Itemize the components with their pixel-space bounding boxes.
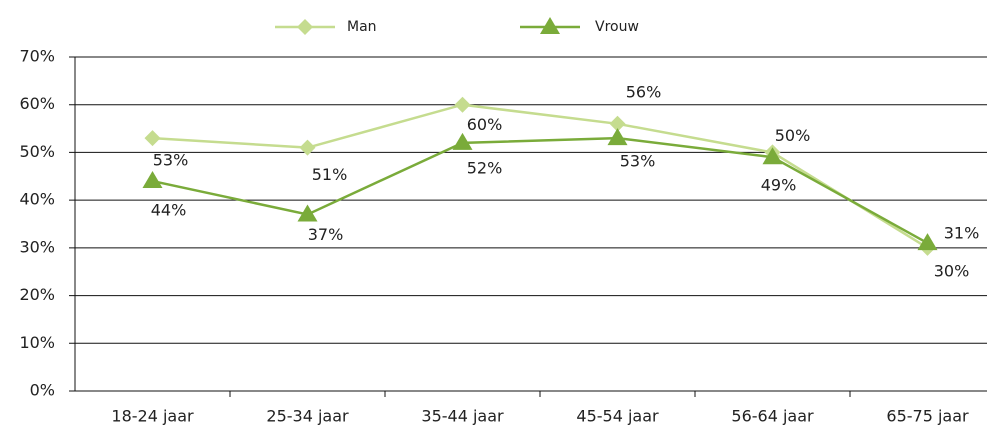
x-tick-label: 18-24 jaar <box>111 407 194 426</box>
y-tick-label: 50% <box>19 142 55 161</box>
marker <box>144 130 161 147</box>
y-tick-label: 70% <box>19 47 55 66</box>
data-label: 56% <box>626 82 662 101</box>
data-label: 53% <box>620 152 656 171</box>
legend-label: Vrouw <box>595 19 639 35</box>
marker <box>540 17 560 34</box>
legend-label: Man <box>347 19 377 35</box>
x-tick-label: 56-64 jaar <box>731 407 814 426</box>
data-label: 49% <box>761 176 797 195</box>
data-label: 53% <box>153 151 189 170</box>
series-line <box>152 103 929 249</box>
marker <box>607 128 628 146</box>
y-tick-label: 40% <box>19 190 55 209</box>
y-tick-label: 30% <box>19 237 55 256</box>
marker <box>762 147 783 165</box>
x-tick-label: 45-54 jaar <box>576 407 659 426</box>
marker <box>609 115 626 132</box>
marker <box>142 171 163 189</box>
data-label: 51% <box>312 165 348 184</box>
marker <box>297 204 318 222</box>
data-label: 60% <box>467 115 503 134</box>
y-tick-label: 0% <box>30 381 55 400</box>
marker <box>454 96 471 113</box>
series-line <box>152 136 929 245</box>
y-tick-label: 10% <box>19 333 55 352</box>
marker <box>299 139 316 156</box>
x-tick-label: 25-34 jaar <box>266 407 349 426</box>
marker <box>917 233 938 251</box>
data-label: 44% <box>151 201 187 220</box>
x-tick-label: 65-75 jaar <box>886 407 969 426</box>
marker <box>452 132 473 150</box>
data-label: 52% <box>467 158 503 177</box>
data-label: 31% <box>944 224 980 243</box>
data-label: 30% <box>934 261 970 280</box>
y-tick-label: 20% <box>19 285 55 304</box>
data-label: 37% <box>308 225 344 244</box>
data-label: 50% <box>775 126 811 145</box>
marker <box>297 19 313 35</box>
x-tick-label: 35-44 jaar <box>421 407 504 426</box>
y-tick-label: 60% <box>19 94 55 113</box>
